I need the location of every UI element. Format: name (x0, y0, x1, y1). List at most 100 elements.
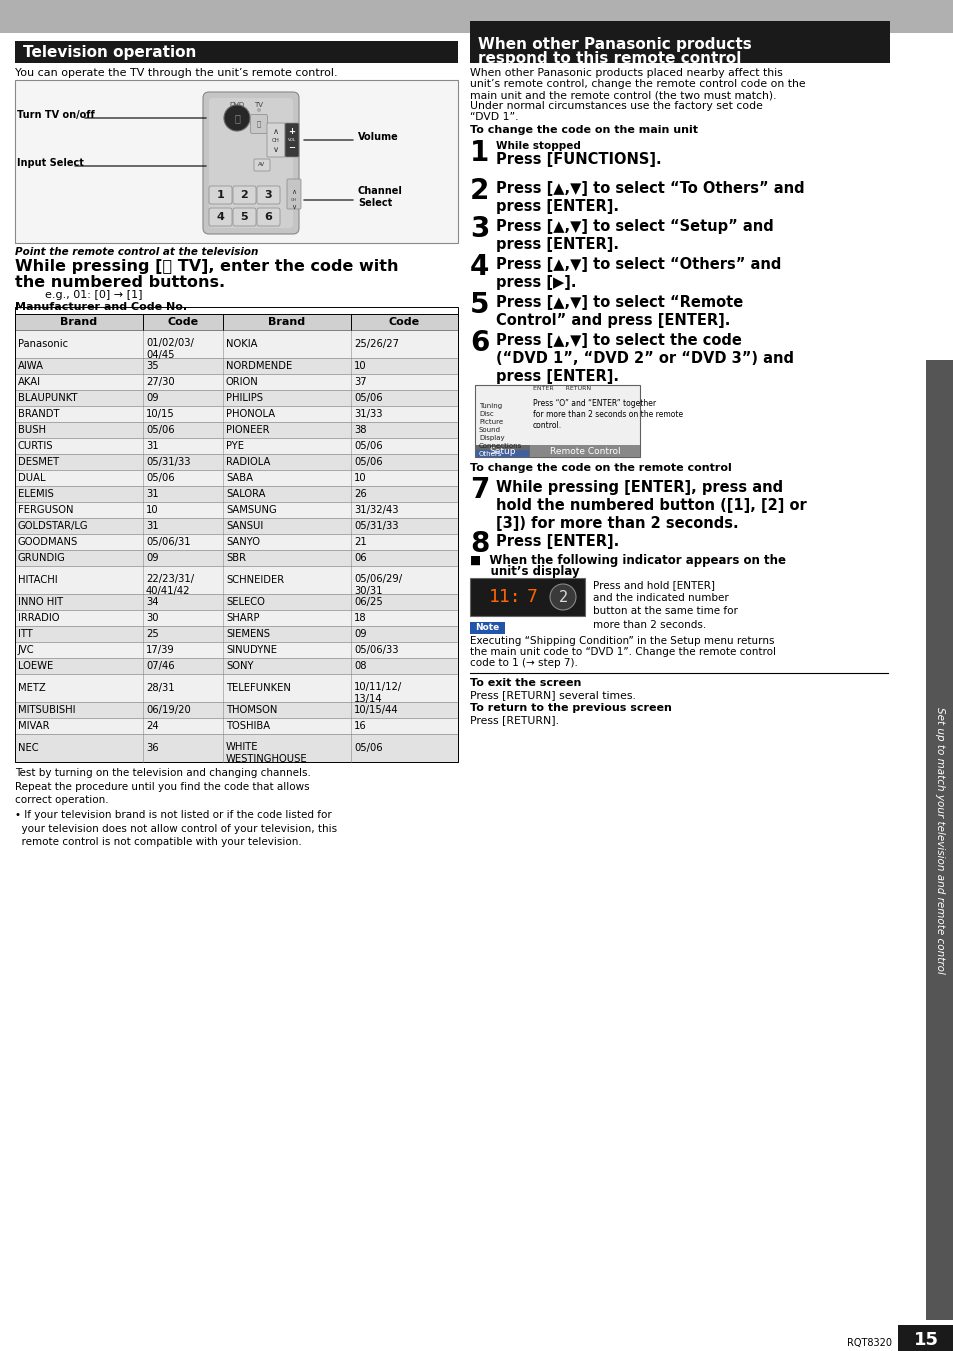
Bar (15, 422, 457, 438)
Text: 30: 30 (146, 613, 158, 623)
Text: FERGUSON: FERGUSON (18, 505, 73, 515)
Text: NORDMENDE: NORDMENDE (226, 361, 292, 372)
Text: MITSUBISHI: MITSUBISHI (18, 705, 75, 715)
Text: 05/31/33: 05/31/33 (354, 521, 398, 531)
Text: 1: 1 (216, 190, 224, 200)
Text: 4: 4 (470, 253, 489, 281)
Text: 05/06/33: 05/06/33 (354, 644, 398, 655)
Text: 7: 7 (526, 588, 537, 607)
Text: CURTIS: CURTIS (18, 440, 53, 451)
Bar (476, 450, 529, 457)
Text: Point the remote control at the television: Point the remote control at the televisi… (15, 247, 258, 257)
Text: 27/30: 27/30 (146, 377, 174, 386)
Bar (15, 470, 457, 486)
Text: Tuning: Tuning (478, 403, 501, 409)
Bar (15, 374, 457, 390)
FancyBboxPatch shape (287, 178, 301, 209)
Text: To exit the screen: To exit the screen (470, 678, 580, 688)
Text: INNO HIT: INNO HIT (18, 597, 63, 607)
Text: 37: 37 (354, 377, 366, 386)
Text: 6: 6 (470, 330, 489, 357)
Text: unit’s remote control, change the remote control code on the: unit’s remote control, change the remote… (470, 78, 804, 89)
Text: GRUNDIG: GRUNDIG (18, 553, 66, 563)
Text: 15: 15 (913, 1331, 938, 1350)
Text: Panasonic: Panasonic (18, 339, 68, 349)
Bar (15, 358, 457, 374)
Text: Brand: Brand (268, 317, 305, 327)
Text: Under normal circumstances use the factory set code: Under normal circumstances use the facto… (470, 101, 762, 111)
Text: SONY: SONY (226, 661, 253, 671)
Text: RADIOLA: RADIOLA (226, 457, 270, 467)
Text: JVC: JVC (18, 644, 34, 655)
Text: 21: 21 (354, 536, 366, 547)
Text: Picture: Picture (478, 419, 502, 426)
Text: 06/25: 06/25 (354, 597, 382, 607)
Text: −: − (288, 143, 295, 153)
Text: ∨: ∨ (273, 146, 279, 154)
Text: To change the code on the remote control: To change the code on the remote control (470, 463, 731, 473)
Text: SELECO: SELECO (226, 597, 265, 607)
Text: main unit and the remote control (the two must match).: main unit and the remote control (the tw… (470, 91, 776, 100)
Text: Press [RETURN].: Press [RETURN]. (470, 715, 558, 725)
Text: Display: Display (478, 435, 504, 440)
Text: SCHNEIDER: SCHNEIDER (226, 576, 284, 585)
Bar (15, 626, 457, 642)
Text: Television operation: Television operation (23, 45, 196, 59)
Text: PHILIPS: PHILIPS (226, 393, 263, 403)
Bar (15, 594, 457, 611)
Text: Turn TV on/off: Turn TV on/off (17, 109, 94, 120)
Bar (470, 578, 584, 616)
Text: 10: 10 (146, 505, 158, 515)
Bar (15, 550, 457, 566)
Text: BRANDT: BRANDT (18, 409, 59, 419)
FancyBboxPatch shape (209, 99, 293, 228)
Text: To return to the previous screen: To return to the previous screen (470, 703, 671, 713)
Text: Channel
Select: Channel Select (357, 186, 402, 208)
Text: 1: 1 (470, 139, 489, 168)
Text: code to 1 (→ step 7).: code to 1 (→ step 7). (470, 658, 578, 667)
Text: PIONEER: PIONEER (226, 426, 269, 435)
Text: 5: 5 (240, 212, 248, 222)
Text: SINUDYNE: SINUDYNE (226, 644, 276, 655)
Text: 05/06: 05/06 (354, 440, 382, 451)
Text: Volume: Volume (357, 132, 398, 142)
Text: Press [▲,▼] to select “Remote
Control” and press [ENTER].: Press [▲,▼] to select “Remote Control” a… (496, 295, 742, 328)
Text: You can operate the TV through the unit’s remote control.: You can operate the TV through the unit’… (15, 68, 337, 78)
Text: AV: AV (258, 162, 265, 168)
Text: +: + (288, 127, 295, 136)
Text: ■  When the following indicator appears on the: ■ When the following indicator appears o… (470, 554, 785, 567)
Text: 2: 2 (558, 589, 567, 604)
Text: 2: 2 (470, 177, 489, 205)
Text: GOODMANS: GOODMANS (18, 536, 78, 547)
Text: Set up to match your television and remote control: Set up to match your television and remo… (934, 707, 944, 974)
Text: 05/06: 05/06 (354, 743, 382, 753)
Text: ⏻: ⏻ (256, 120, 261, 127)
Text: 25: 25 (146, 630, 158, 639)
Text: 36: 36 (146, 743, 158, 753)
Bar (0, 0, 953, 32)
FancyBboxPatch shape (233, 208, 255, 226)
Text: ∧: ∧ (273, 127, 279, 136)
Text: e.g., 01: [0] → [1]: e.g., 01: [0] → [1] (45, 290, 142, 300)
Bar (15, 642, 457, 658)
Text: Code: Code (168, 317, 198, 327)
Text: 35: 35 (146, 361, 158, 372)
Bar (15, 407, 457, 422)
Text: NOKIA: NOKIA (226, 339, 257, 349)
Text: 34: 34 (146, 597, 158, 607)
Text: SALORA: SALORA (226, 489, 265, 499)
Text: 07/46: 07/46 (146, 661, 174, 671)
Bar (15, 307, 457, 762)
Text: 3: 3 (470, 215, 489, 243)
Text: 22/23/31/
40/41/42: 22/23/31/ 40/41/42 (146, 574, 193, 596)
Text: SANYO: SANYO (226, 536, 260, 547)
Text: ELEMIS: ELEMIS (18, 489, 53, 499)
Bar (15, 566, 457, 594)
Bar (15, 611, 457, 626)
Text: DUAL: DUAL (18, 473, 46, 484)
Text: Sound: Sound (478, 427, 500, 434)
Text: 38: 38 (354, 426, 366, 435)
Text: METZ: METZ (18, 684, 46, 693)
Bar (15, 390, 457, 407)
Text: While pressing [ENTER], press and
hold the numbered button ([1], [2] or
[3]) for: While pressing [ENTER], press and hold t… (496, 480, 806, 531)
